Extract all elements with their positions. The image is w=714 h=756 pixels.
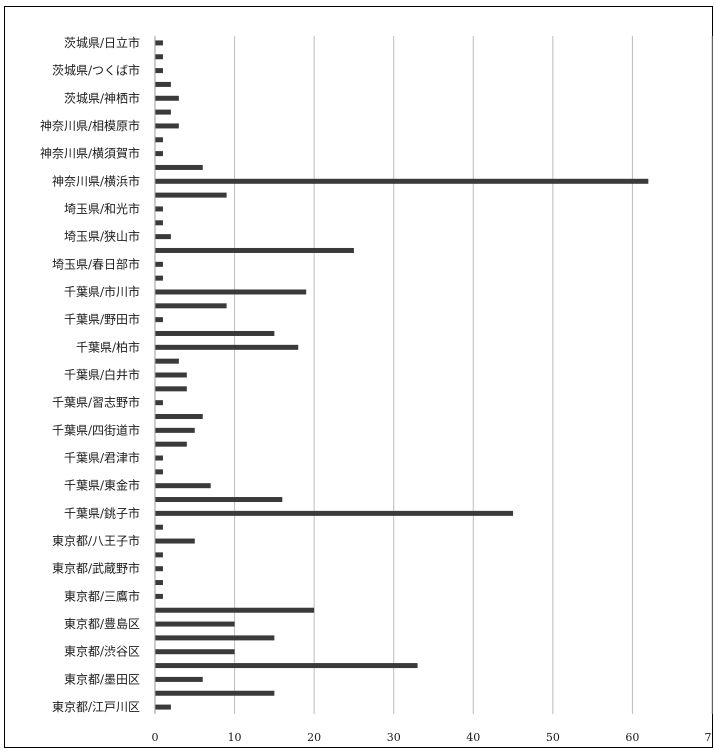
- bar: [155, 676, 203, 682]
- category-label: 埼玉県/狭山市: [64, 229, 140, 244]
- bar: [155, 234, 171, 240]
- category-label: 茨城県/日立市: [64, 35, 140, 50]
- bar: [155, 206, 163, 212]
- x-tick-label: 60: [625, 731, 639, 744]
- bar: [155, 358, 179, 364]
- category-label: 千葉県/柏市: [76, 339, 140, 354]
- x-tick-labels: 0 10 20 30 40 50 60 7: [152, 731, 712, 744]
- bar: [155, 95, 179, 101]
- bar: [155, 635, 275, 641]
- bar: [155, 566, 163, 572]
- category-label: 千葉県/市川市: [64, 284, 140, 299]
- x-tick-label: 10: [228, 731, 242, 744]
- bar: [155, 455, 163, 461]
- bar: [155, 704, 171, 710]
- category-label: 千葉県/銚子市: [64, 505, 140, 520]
- category-label: 埼玉県/春日部市: [52, 256, 140, 271]
- x-tick-label: 20: [307, 731, 321, 744]
- category-label: 千葉県/白井市: [64, 367, 140, 382]
- category-label: 神奈川県/横須賀市: [40, 146, 140, 161]
- bar: [155, 68, 163, 74]
- category-label: 千葉県/野田市: [64, 312, 140, 327]
- bar: [155, 649, 235, 655]
- category-label: 千葉県/習志野市: [52, 395, 140, 410]
- bar: [155, 275, 163, 281]
- bar: [155, 109, 171, 115]
- category-label: 東京都/八王子市: [52, 533, 140, 548]
- category-label: 茨城県/神栖市: [64, 90, 140, 105]
- gridlines: [234, 36, 713, 714]
- category-label: 東京都/墨田区: [64, 672, 140, 686]
- x-tick-label: 7: [705, 731, 712, 744]
- category-label: 東京都/豊島区: [64, 616, 140, 631]
- bar: [155, 483, 211, 489]
- category-label: 千葉県/四街道市: [52, 422, 140, 437]
- bar: [155, 123, 179, 129]
- bar: [155, 510, 514, 516]
- category-label: 東京都/武蔵野市: [52, 561, 140, 576]
- bar: [155, 151, 163, 157]
- bar: [155, 330, 275, 336]
- category-label: 東京都/江戸川区: [52, 700, 140, 714]
- bar: [155, 593, 163, 599]
- bar: [155, 137, 163, 143]
- bar: [155, 247, 354, 253]
- bar: [155, 54, 163, 60]
- category-label: 神奈川県/横浜市: [52, 173, 140, 188]
- bar: [155, 621, 235, 627]
- bar: [155, 663, 418, 669]
- category-label: 東京都/渋谷区: [64, 645, 140, 659]
- category-label: 神奈川県/相模原市: [40, 118, 140, 133]
- bar: [155, 469, 163, 475]
- category-label: 千葉県/君津市: [64, 450, 140, 465]
- bars: [155, 40, 649, 710]
- bar: [155, 372, 187, 378]
- bar: [155, 40, 163, 46]
- bar: [155, 164, 203, 170]
- bar: [155, 303, 227, 309]
- bar: [155, 524, 163, 530]
- category-labels: 茨城県/日立市茨城県/つくば市茨城県/神栖市神奈川県/相模原市神奈川県/横須賀市…: [40, 35, 140, 714]
- bar: [155, 400, 163, 406]
- bar: [155, 414, 203, 420]
- x-tick-label: 30: [387, 731, 401, 744]
- category-label: 千葉県/東金市: [64, 478, 140, 493]
- bar: [155, 81, 171, 87]
- bar: [155, 344, 299, 350]
- bar: [155, 427, 195, 433]
- bar: [155, 497, 283, 503]
- bar: [155, 690, 275, 696]
- bar: [155, 552, 163, 558]
- bar: [155, 386, 187, 392]
- bar: [155, 289, 307, 295]
- bar: [155, 441, 187, 447]
- bar: [155, 220, 163, 226]
- bar: [155, 317, 163, 323]
- bar: [155, 261, 163, 267]
- bar: [155, 538, 195, 544]
- category-label: 東京都/三鷹市: [64, 588, 140, 603]
- chart-frame: [4, 6, 713, 748]
- x-tick-label: 0: [152, 731, 159, 744]
- x-tick-label: 40: [466, 731, 480, 744]
- bar: [155, 178, 649, 184]
- x-tick-label: 50: [546, 731, 560, 744]
- bar: [155, 192, 227, 198]
- category-label: 茨城県/つくば市: [52, 63, 140, 78]
- bar: [155, 607, 315, 613]
- category-label: 埼玉県/和光市: [64, 201, 140, 216]
- bar: [155, 580, 163, 586]
